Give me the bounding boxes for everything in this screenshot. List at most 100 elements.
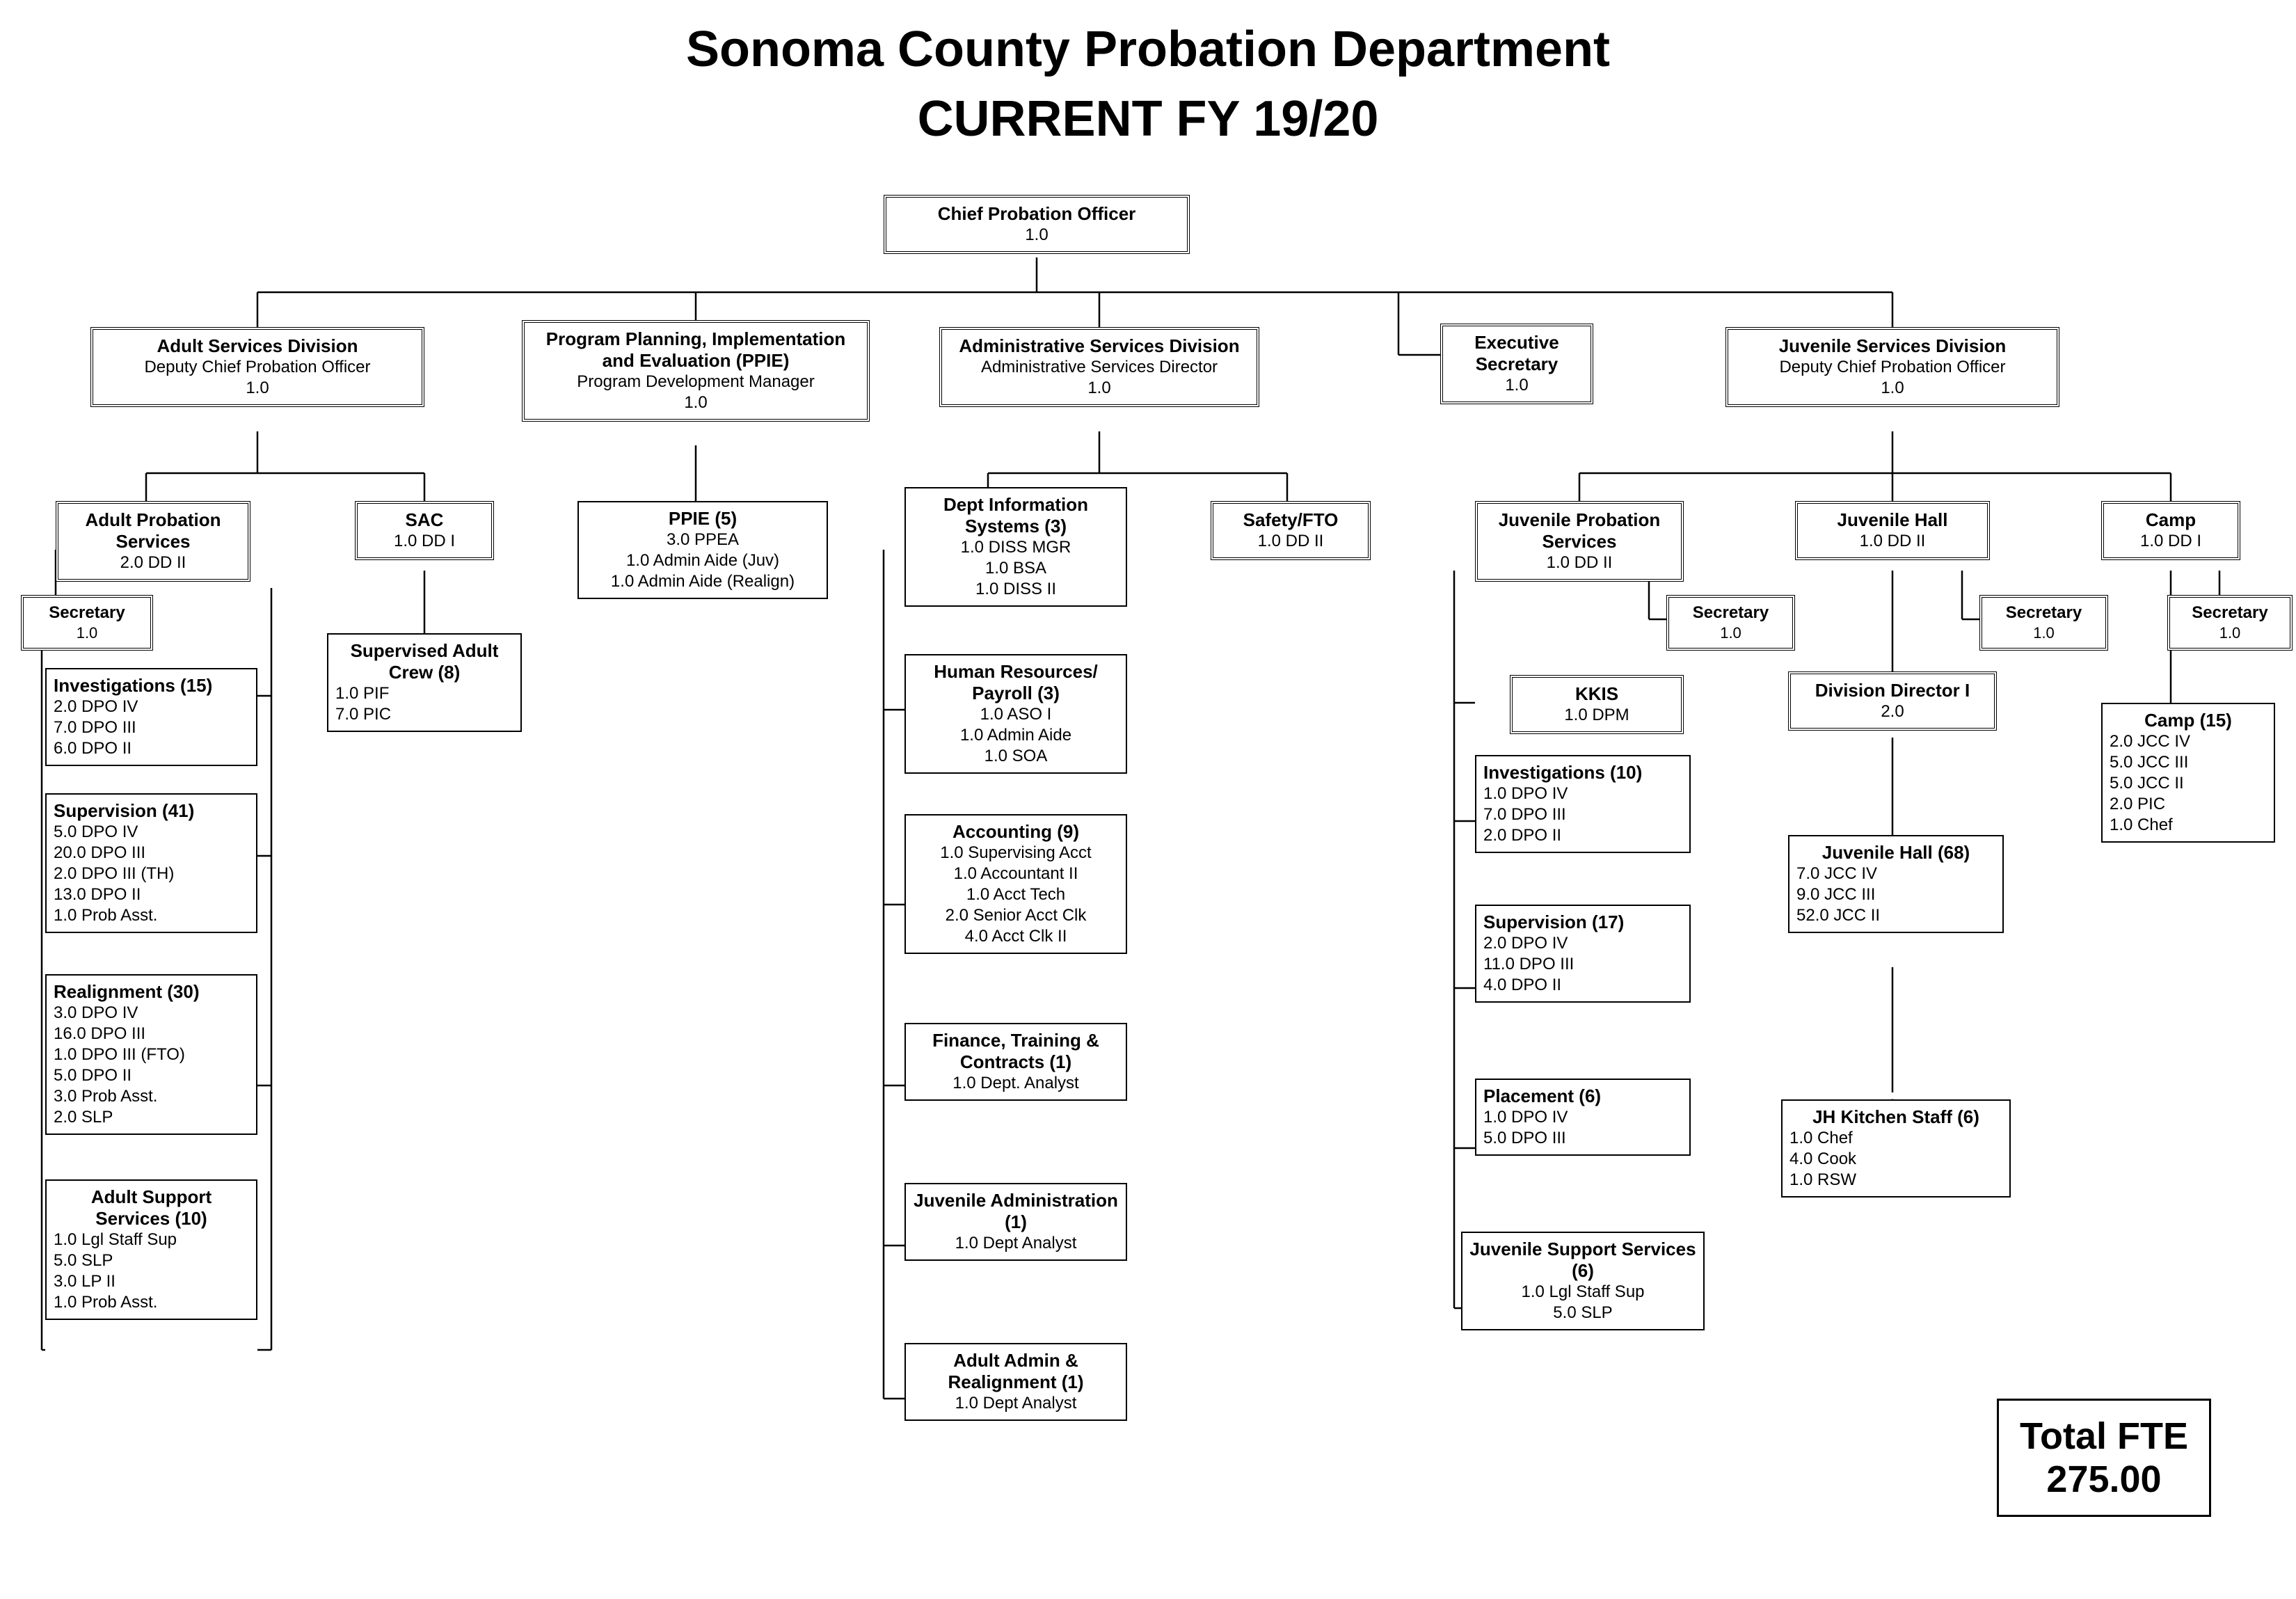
ppie-d-title: PPIE (5) (586, 508, 820, 530)
node-adult-secretary: Secretary 1.0 (21, 595, 153, 651)
h68-t: Juvenile Hall (68) (1796, 842, 1995, 864)
ftc-l0: 1.0 Dept. Analyst (913, 1073, 1119, 1094)
are-l5: 2.0 SLP (54, 1107, 249, 1128)
node-adult-probation-services: Adult Probation Services 2.0 DD II (56, 501, 250, 582)
node-adult-admin: Adult Admin & Realignment (1) 1.0 Dept A… (904, 1343, 1127, 1421)
adult-sec-line: 1.0 (31, 623, 143, 643)
juvenile-fte: 1.0 (1735, 378, 2050, 399)
node-division-director: Division Director I 2.0 (1788, 671, 1997, 731)
page-title-line1: Sonoma County Probation Department (0, 21, 2296, 78)
jss-t: Juvenile Support Services (6) (1469, 1239, 1696, 1282)
sac-line: 1.0 DD I (365, 531, 484, 552)
kkis-t: KKIS (1520, 683, 1674, 705)
admin-title: Administrative Services Division (949, 335, 1250, 357)
jps-sec-l: 1.0 (1676, 623, 1785, 643)
camp-sec-l: 1.0 (2177, 623, 2283, 643)
dd1-t: Division Director I (1798, 680, 1987, 701)
node-camp-secretary: Secretary 1.0 (2167, 595, 2293, 651)
c15-l1: 5.0 JCC III (2110, 752, 2267, 773)
sac-crew-l1: 7.0 PIC (335, 704, 513, 725)
hr-l1: 1.0 Admin Aide (913, 725, 1119, 746)
node-hall-secretary: Secretary 1.0 (1979, 595, 2108, 651)
node-jps-secretary: Secretary 1.0 (1666, 595, 1795, 651)
c15-l2: 5.0 JCC II (2110, 773, 2267, 794)
jpl-t: Placement (6) (1483, 1085, 1682, 1107)
jpl-l1: 5.0 DPO III (1483, 1128, 1682, 1149)
node-chief: Chief Probation Officer 1.0 (884, 195, 1190, 254)
ftc-title: Finance, Training & Contracts (1) (913, 1030, 1119, 1073)
hall-title: Juvenile Hall (1805, 509, 1980, 531)
jinv-t: Investigations (10) (1483, 762, 1682, 783)
node-accounting: Accounting (9) 1.0 Supervising Acct 1.0 … (904, 814, 1127, 954)
aad-title: Adult Admin & Realignment (1) (913, 1350, 1119, 1393)
jpl-l0: 1.0 DPO IV (1483, 1107, 1682, 1128)
dis-l2: 1.0 DISS II (913, 579, 1119, 600)
kit-l1: 4.0 Cook (1789, 1149, 2002, 1170)
safety-title: Safety/FTO (1220, 509, 1361, 531)
adult-division-subtitle: Deputy Chief Probation Officer (100, 357, 415, 378)
node-exec-secretary: Executive Secretary 1.0 (1440, 324, 1593, 404)
node-dis: Dept Information Systems (3) 1.0 DISS MG… (904, 487, 1127, 607)
node-jps: Juvenile Probation Services 1.0 DD II (1475, 501, 1684, 582)
asupp-l0: 1.0 Lgl Staff Sup (54, 1230, 249, 1250)
hall-line: 1.0 DD II (1805, 531, 1980, 552)
jad-title: Juvenile Administration (1) (913, 1190, 1119, 1233)
are-l4: 3.0 Prob Asst. (54, 1086, 249, 1107)
kit-t: JH Kitchen Staff (6) (1789, 1106, 2002, 1128)
node-juv-investigations: Investigations (10) 1.0 DPO IV 7.0 DPO I… (1475, 755, 1691, 853)
jinv-l1: 7.0 DPO III (1483, 804, 1682, 825)
hr-l2: 1.0 SOA (913, 746, 1119, 767)
node-admin-division: Administrative Services Division Adminis… (939, 327, 1259, 407)
adult-division-title: Adult Services Division (100, 335, 415, 357)
jps-title: Juvenile Probation Services (1485, 509, 1674, 552)
juvenile-title: Juvenile Services Division (1735, 335, 2050, 357)
node-safety: Safety/FTO 1.0 DD II (1211, 501, 1371, 560)
ainv-l2: 6.0 DPO II (54, 738, 249, 759)
dis-l0: 1.0 DISS MGR (913, 537, 1119, 558)
aps-line: 2.0 DD II (65, 552, 241, 573)
safety-line: 1.0 DD II (1220, 531, 1361, 552)
asupp-l3: 1.0 Prob Asst. (54, 1292, 249, 1313)
node-hall: Juvenile Hall 1.0 DD II (1795, 501, 1990, 560)
asupp-title: Adult Support Services (10) (54, 1186, 249, 1230)
node-adult-support: Adult Support Services (10) 1.0 Lgl Staf… (45, 1179, 257, 1320)
asupp-l2: 3.0 LP II (54, 1271, 249, 1292)
node-adult-division: Adult Services Division Deputy Chief Pro… (90, 327, 424, 407)
jsup-t: Supervision (17) (1483, 912, 1682, 933)
are-l3: 5.0 DPO II (54, 1065, 249, 1086)
dis-title: Dept Information Systems (3) (913, 494, 1119, 537)
node-juv-admin: Juvenile Administration (1) 1.0 Dept Ana… (904, 1183, 1127, 1261)
ppie-d-l1: 1.0 Admin Aide (Juv) (586, 550, 820, 571)
camp-sec-t: Secretary (2177, 603, 2283, 623)
total-value: 275.00 (2020, 1458, 2188, 1501)
jsup-l1: 11.0 DPO III (1483, 954, 1682, 975)
admin-fte: 1.0 (949, 378, 1250, 399)
are-l2: 1.0 DPO III (FTO) (54, 1044, 249, 1065)
adult-sec-title: Secretary (31, 603, 143, 623)
asup-l4: 1.0 Prob Asst. (54, 905, 249, 926)
h68-l0: 7.0 JCC IV (1796, 864, 1995, 884)
sac-title: SAC (365, 509, 484, 531)
asupp-l1: 5.0 SLP (54, 1250, 249, 1271)
c15-l4: 1.0 Chef (2110, 815, 2267, 836)
hall-sec-t: Secretary (1989, 603, 2098, 623)
acct-title: Accounting (9) (913, 821, 1119, 843)
sac-crew-l0: 1.0 PIF (335, 683, 513, 704)
node-camp: Camp 1.0 DD I (2101, 501, 2240, 560)
asup-l1: 20.0 DPO III (54, 843, 249, 864)
acct-l4: 4.0 Acct Clk II (913, 926, 1119, 947)
adult-division-fte: 1.0 (100, 378, 415, 399)
juvenile-subtitle: Deputy Chief Probation Officer (1735, 357, 2050, 378)
ppie-title: Program Planning, Implementation and Eva… (532, 328, 860, 372)
node-ppie-division: Program Planning, Implementation and Eva… (522, 320, 870, 422)
jad-l0: 1.0 Dept Analyst (913, 1233, 1119, 1254)
node-kkis: KKIS 1.0 DPM (1510, 675, 1684, 734)
chief-title: Chief Probation Officer (893, 203, 1180, 225)
node-camp-15: Camp (15) 2.0 JCC IV 5.0 JCC III 5.0 JCC… (2101, 703, 2275, 843)
ppie-d-l0: 3.0 PPEA (586, 530, 820, 550)
ppie-subtitle: Program Development Manager (532, 372, 860, 392)
node-hr: Human Resources/ Payroll (3) 1.0 ASO I 1… (904, 654, 1127, 774)
org-chart-canvas: Sonoma County Probation Department CURRE… (0, 0, 2296, 1599)
acct-l3: 2.0 Senior Acct Clk (913, 905, 1119, 926)
camp-title: Camp (2111, 509, 2231, 531)
